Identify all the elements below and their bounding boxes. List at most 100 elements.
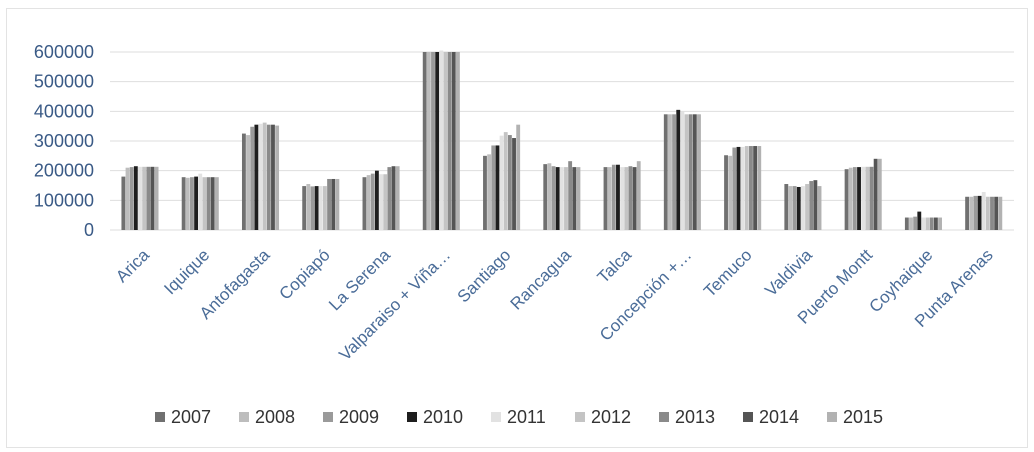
- bar: [142, 166, 147, 230]
- bar: [873, 158, 878, 230]
- bar: [973, 195, 978, 230]
- bar: [194, 176, 199, 230]
- bar: [439, 50, 444, 230]
- bar: [697, 114, 701, 230]
- bar: [603, 167, 608, 230]
- legend-label: 2009: [339, 407, 379, 427]
- x-tick-label: Arica: [112, 245, 153, 286]
- bar: [362, 177, 367, 230]
- bar: [620, 167, 625, 230]
- legend-swatch: [407, 412, 417, 422]
- bar: [728, 155, 733, 230]
- legend-swatch: [743, 412, 753, 422]
- bar: [551, 166, 556, 230]
- bar: [258, 123, 263, 230]
- bar: [809, 181, 814, 230]
- bar: [909, 217, 913, 230]
- bar: [925, 217, 930, 230]
- bar: [210, 177, 215, 230]
- bar: [844, 169, 849, 230]
- bar: [547, 163, 552, 230]
- bar: [374, 170, 379, 230]
- bar: [965, 196, 970, 230]
- bar: [379, 174, 383, 230]
- x-tick-label: Valdivia: [761, 245, 816, 300]
- legend-swatch: [323, 412, 333, 422]
- bar: [857, 167, 861, 230]
- bar: [314, 186, 319, 230]
- y-tick-label: 600000: [34, 42, 94, 62]
- legend-swatch: [155, 412, 165, 422]
- bar: [138, 166, 142, 230]
- bar: [672, 114, 676, 230]
- bar: [154, 166, 159, 230]
- bar: [676, 109, 681, 230]
- bar: [740, 146, 745, 230]
- bar: [724, 155, 728, 230]
- legend-swatch: [659, 412, 669, 422]
- bar: [491, 145, 496, 230]
- bar: [817, 186, 822, 230]
- bar: [917, 211, 922, 230]
- legend-label: 2007: [171, 407, 211, 427]
- bar: [796, 186, 801, 230]
- bar: [977, 195, 982, 230]
- bar: [800, 186, 805, 230]
- bar: [921, 217, 926, 230]
- bar: [852, 167, 857, 230]
- bar: [688, 114, 693, 230]
- bar: [443, 52, 448, 230]
- y-tick-label: 300000: [34, 131, 94, 151]
- bar: [757, 146, 762, 230]
- x-tick-label: Valparaiso + Viña…: [335, 245, 454, 364]
- bar: [327, 178, 332, 230]
- bar: [214, 177, 219, 230]
- bar: [383, 174, 388, 230]
- bar: [150, 166, 155, 230]
- x-tick-label: Talca: [594, 245, 636, 287]
- bar: [250, 126, 255, 230]
- legend-label: 2013: [675, 407, 715, 427]
- bar: [684, 114, 689, 230]
- bar: [792, 186, 797, 230]
- bar: [680, 111, 685, 230]
- bar: [241, 133, 246, 230]
- y-tick-label: 500000: [34, 72, 94, 92]
- bar: [611, 164, 616, 230]
- x-tick-label: Santiago: [454, 245, 515, 306]
- bar: [933, 217, 938, 230]
- bar: [981, 192, 986, 230]
- bar: [848, 167, 853, 230]
- bar: [190, 177, 194, 230]
- bar: [904, 217, 909, 230]
- bar: [938, 217, 942, 230]
- bar: [568, 161, 573, 230]
- legend-swatch: [239, 412, 249, 422]
- bar: [331, 178, 336, 230]
- bar: [366, 175, 371, 230]
- bar: [744, 146, 749, 230]
- legend-label: 2010: [423, 407, 463, 427]
- bar: [246, 135, 250, 230]
- bar: [206, 177, 211, 230]
- bar: [784, 184, 789, 230]
- y-tick-label: 400000: [34, 101, 94, 121]
- bar: [636, 161, 641, 230]
- bar: [422, 52, 427, 230]
- bar: [495, 145, 500, 230]
- bar: [456, 52, 460, 230]
- bar: [370, 173, 375, 230]
- bar: [335, 178, 340, 230]
- bar: [387, 167, 392, 230]
- bar: [985, 196, 990, 230]
- bar: [133, 166, 138, 230]
- bar: [121, 176, 126, 230]
- bar: [262, 122, 267, 230]
- bar: [663, 114, 668, 230]
- x-tick-label: Temuco: [700, 245, 756, 301]
- bar: [753, 146, 758, 230]
- bar: [395, 166, 400, 230]
- bar: [913, 216, 918, 230]
- bar: [969, 196, 974, 230]
- bar: [805, 184, 809, 230]
